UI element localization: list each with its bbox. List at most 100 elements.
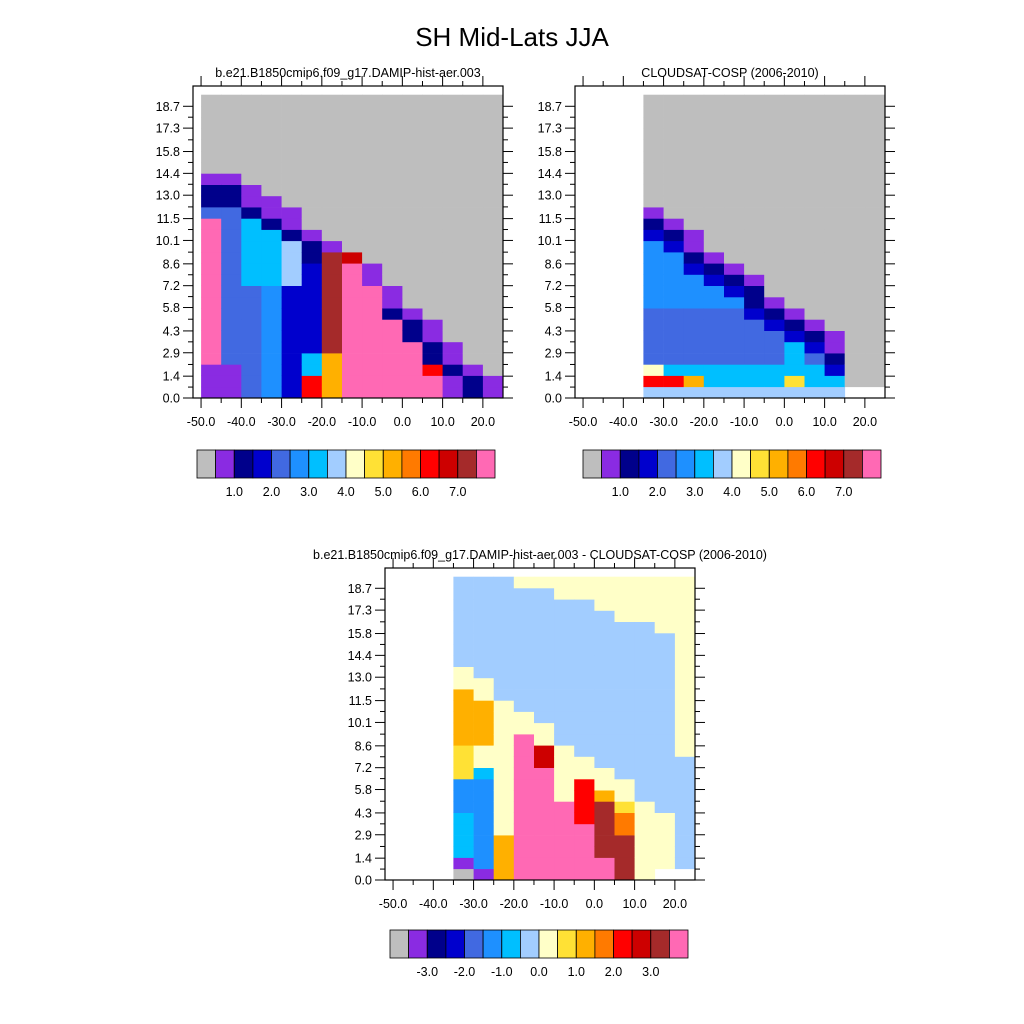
colorbar-swatch: [271, 449, 291, 479]
heatmap-cell: [844, 184, 866, 197]
heatmap-cell: [402, 330, 423, 343]
heatmap-cell: [493, 722, 515, 735]
heatmap-cell: [453, 711, 474, 724]
heatmap-cell: [493, 857, 515, 870]
heatmap-cell: [674, 711, 696, 724]
heatmap-cell: [744, 308, 765, 320]
x-tick-label: 0.0: [586, 897, 603, 911]
heatmap-cell: [301, 308, 323, 320]
heatmap-cell: [634, 767, 656, 780]
heatmap-cell: [241, 150, 262, 163]
heatmap-cell: [534, 621, 555, 634]
heatmap-cell: [261, 162, 282, 174]
heatmap-cell: [261, 150, 282, 163]
heatmap-cell: [804, 117, 825, 129]
heatmap-cell: [513, 801, 535, 813]
heatmap-cell: [534, 722, 555, 735]
heatmap-cell: [493, 666, 515, 679]
heatmap-cell: [201, 173, 222, 185]
heatmap-cell: [703, 375, 725, 388]
heatmap-cell: [764, 195, 785, 208]
heatmap-cell: [442, 184, 464, 197]
heatmap-cell: [342, 195, 363, 208]
heatmap-cell: [663, 94, 685, 107]
heatmap-cell: [321, 330, 343, 343]
heatmap-cell: [614, 722, 635, 735]
heatmap-cell: [362, 319, 383, 331]
heatmap-cell: [462, 117, 484, 129]
heatmap-cell: [824, 285, 846, 298]
heatmap-cell: [402, 117, 423, 129]
heatmap-cell: [382, 117, 403, 129]
heatmap-cell: [201, 195, 222, 208]
heatmap-cell: [574, 644, 595, 656]
heatmap-cell: [534, 846, 555, 858]
heatmap-cell: [864, 117, 886, 129]
heatmap-cell: [643, 263, 664, 275]
heatmap-cell: [301, 184, 323, 197]
heatmap-cell: [534, 677, 555, 690]
colorbar-swatch: [326, 449, 347, 479]
heatmap-cell: [382, 308, 403, 320]
heatmap-cell: [422, 94, 443, 107]
heatmap-cell: [614, 666, 635, 679]
heatmap-cell: [321, 218, 343, 230]
heatmap-cell: [321, 106, 343, 118]
heatmap-cell: [513, 868, 535, 881]
heatmap-cell: [382, 150, 403, 163]
heatmap-cell: [221, 218, 242, 230]
heatmap-cell: [473, 812, 495, 825]
heatmap-cell: [201, 229, 222, 242]
heatmap-cell: [844, 94, 866, 107]
panels: b.e21.B1850cmip6.f09_g17.DAMIP-hist-aer.…: [156, 66, 895, 979]
heatmap-cell: [402, 386, 423, 399]
heatmap-cell: [493, 599, 515, 611]
heatmap-cell: [221, 364, 242, 376]
heatmap-cell: [703, 184, 725, 197]
y-axis: 0.0 1.4 2.9 4.3 5.8 7.2 8.6 10.1 11.5 13.0 14.4 15.…: [156, 100, 513, 406]
heatmap-cell: [261, 364, 282, 376]
heatmap-cell: [804, 330, 825, 343]
heatmap-cell: [784, 229, 805, 242]
heatmap-cell: [221, 375, 242, 388]
heatmap-cell: [462, 128, 484, 140]
heatmap-cell: [554, 722, 575, 735]
heatmap-cell: [301, 252, 323, 264]
heatmap-cell: [614, 868, 635, 881]
heatmap-cell: [422, 128, 443, 140]
heatmap-cell: [382, 330, 403, 343]
heatmap-cell: [804, 252, 825, 264]
heatmap-cell: [703, 218, 725, 230]
heatmap-cell: [744, 139, 765, 152]
heatmap-cell: [764, 364, 785, 376]
heatmap-cell: [534, 835, 555, 847]
heatmap-cell: [442, 386, 464, 399]
heatmap-cell: [534, 868, 555, 881]
heatmap-cell: [744, 207, 765, 219]
colorbar-swatch: [457, 449, 477, 479]
heatmap-cell: [281, 296, 303, 309]
colorbar-swatch: [787, 449, 807, 479]
heatmap-cell: [261, 184, 282, 197]
heatmap-cell: [703, 162, 725, 174]
heatmap-cell: [674, 632, 696, 645]
heatmap-cell: [594, 677, 615, 690]
heatmap-cell: [402, 296, 423, 309]
heatmap-cell: [513, 666, 535, 679]
heatmap-cell: [844, 296, 866, 309]
heatmap-cell: [513, 767, 535, 780]
heatmap-cell: [864, 274, 886, 286]
heatmap-cell: [513, 745, 535, 757]
heatmap-cell: [241, 319, 262, 331]
heatmap-cell: [824, 218, 846, 230]
heatmap-cell: [634, 700, 656, 712]
y-tick-label: 11.5: [539, 212, 562, 226]
heatmap-cell: [634, 621, 656, 634]
heatmap-cell: [402, 285, 423, 298]
heatmap-cell: [784, 117, 805, 129]
heatmap-cell: [534, 823, 555, 836]
heatmap-cell: [493, 632, 515, 645]
heatmap-cell: [634, 868, 656, 881]
x-axis: -50.0 -40.0 -30.0 -20.0 -10.0 0.0 10.0 20.0: [187, 76, 495, 429]
heatmap-cell: [342, 353, 363, 365]
